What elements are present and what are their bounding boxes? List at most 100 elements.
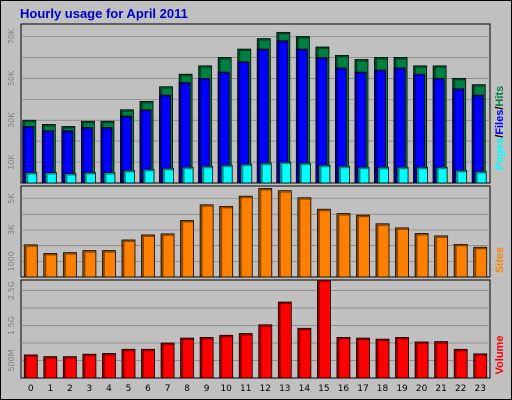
volume-bar	[258, 324, 273, 379]
x-tick-label: 20	[416, 384, 428, 394]
sites-bar	[141, 234, 155, 278]
x-tick-label: 2	[67, 384, 73, 394]
x-tick-label: 19	[396, 384, 408, 394]
volume-bar	[375, 338, 390, 379]
sites-bar	[297, 197, 312, 278]
legend-entry: Volume	[494, 336, 506, 375]
legend-sites: Sites	[494, 247, 506, 273]
y-tick-label: 50K	[7, 70, 16, 86]
volume-bar	[356, 337, 370, 379]
sites-bar	[258, 188, 273, 278]
plot-area-3	[20, 279, 491, 379]
sites-bar	[121, 239, 136, 278]
x-tick-label: 21	[435, 384, 446, 394]
x-tick-label: 5	[126, 384, 132, 394]
legend-entry: Hits	[494, 86, 506, 107]
files-bar	[374, 69, 386, 184]
x-tick-label: 10	[220, 384, 232, 394]
sites-bar	[453, 243, 468, 278]
files-bar	[413, 73, 426, 184]
x-tick-label: 11	[240, 384, 251, 394]
volume-bar	[23, 354, 38, 379]
y-tick-label: 1000	[7, 251, 16, 271]
chart-title: Hourly usage for April 2011	[20, 6, 188, 21]
pages-bar	[435, 166, 448, 184]
files-bar	[452, 88, 465, 184]
sites-bar	[43, 253, 58, 278]
x-tick-label: 15	[318, 384, 329, 394]
x-tick-label: 7	[165, 384, 171, 394]
files-bar	[393, 67, 406, 184]
volume-bar	[395, 336, 409, 379]
pages-bar	[162, 167, 174, 184]
y-tick-label: 2.5G	[7, 281, 16, 300]
files-bar	[276, 40, 289, 184]
x-tick-label: 23	[475, 384, 486, 394]
volume-bar	[238, 333, 253, 379]
pages-bar	[416, 166, 429, 184]
x-tick-label: 18	[377, 384, 389, 394]
pages-bar	[220, 164, 233, 184]
sites-bar	[434, 235, 449, 278]
volume-bar	[141, 348, 155, 379]
sites-bar	[199, 204, 214, 278]
pages-bar	[357, 166, 370, 184]
y-tick-label: 500M	[7, 349, 16, 371]
x-tick-label: 3	[87, 384, 93, 394]
pages-bar	[318, 164, 331, 184]
pages-bar	[240, 163, 253, 184]
legend-pages-files-hits: Pages/Files/Hits	[494, 86, 506, 170]
sites-bar	[82, 250, 97, 278]
pages-bar	[83, 172, 96, 184]
sites-bar	[375, 223, 390, 278]
plot-area-1	[20, 23, 491, 184]
volume-bar	[102, 353, 116, 379]
sites-bar	[395, 227, 409, 278]
sites-bar	[62, 252, 77, 278]
x-tick-label: 1	[47, 384, 53, 394]
sites-bar	[473, 246, 488, 278]
volume-bar	[473, 353, 488, 379]
volume-bar	[62, 356, 77, 379]
pages-bar	[455, 170, 468, 184]
legend-entry: Pages	[494, 138, 506, 170]
volume-bar	[414, 341, 429, 379]
x-tick-label: 13	[279, 384, 290, 394]
y-tick-label: 5K	[7, 193, 16, 204]
x-tick-label: 9	[204, 384, 210, 394]
x-tick-label: 14	[299, 384, 311, 394]
volume-bar	[434, 341, 449, 379]
volume-bar	[180, 337, 195, 379]
legend-entry: /	[494, 107, 506, 110]
x-tick-label: 12	[260, 384, 271, 394]
x-tick-label: 0	[28, 384, 34, 394]
sites-bar	[356, 214, 370, 278]
pages-bar	[123, 170, 135, 184]
pages-bar	[396, 166, 409, 184]
volume-bar	[277, 301, 292, 379]
sites-bar	[160, 233, 175, 278]
volume-bar	[82, 353, 97, 379]
pages-bar	[474, 171, 487, 184]
legend-entry: /	[494, 135, 506, 138]
x-tick-label: 22	[455, 384, 466, 394]
sites-bar	[238, 195, 253, 278]
pages-bar	[64, 173, 77, 184]
y-tick-label: 10K	[7, 154, 16, 170]
sites-bar	[414, 233, 429, 278]
y-tick-label: 3K	[7, 224, 16, 235]
pages-bar	[181, 166, 194, 184]
x-tick-label: 17	[357, 384, 368, 394]
sites-bar	[316, 208, 331, 278]
sites-bar	[277, 190, 292, 278]
pages-bar	[338, 165, 350, 184]
volume-bar	[121, 348, 136, 379]
y-tick-label: 70K	[7, 28, 16, 44]
pages-bar	[259, 162, 272, 184]
pages-bar	[25, 172, 38, 184]
x-tick-label: 4	[106, 384, 112, 394]
sites-bar	[219, 205, 234, 278]
files-bar	[471, 94, 484, 184]
x-tick-label: 16	[338, 384, 350, 394]
